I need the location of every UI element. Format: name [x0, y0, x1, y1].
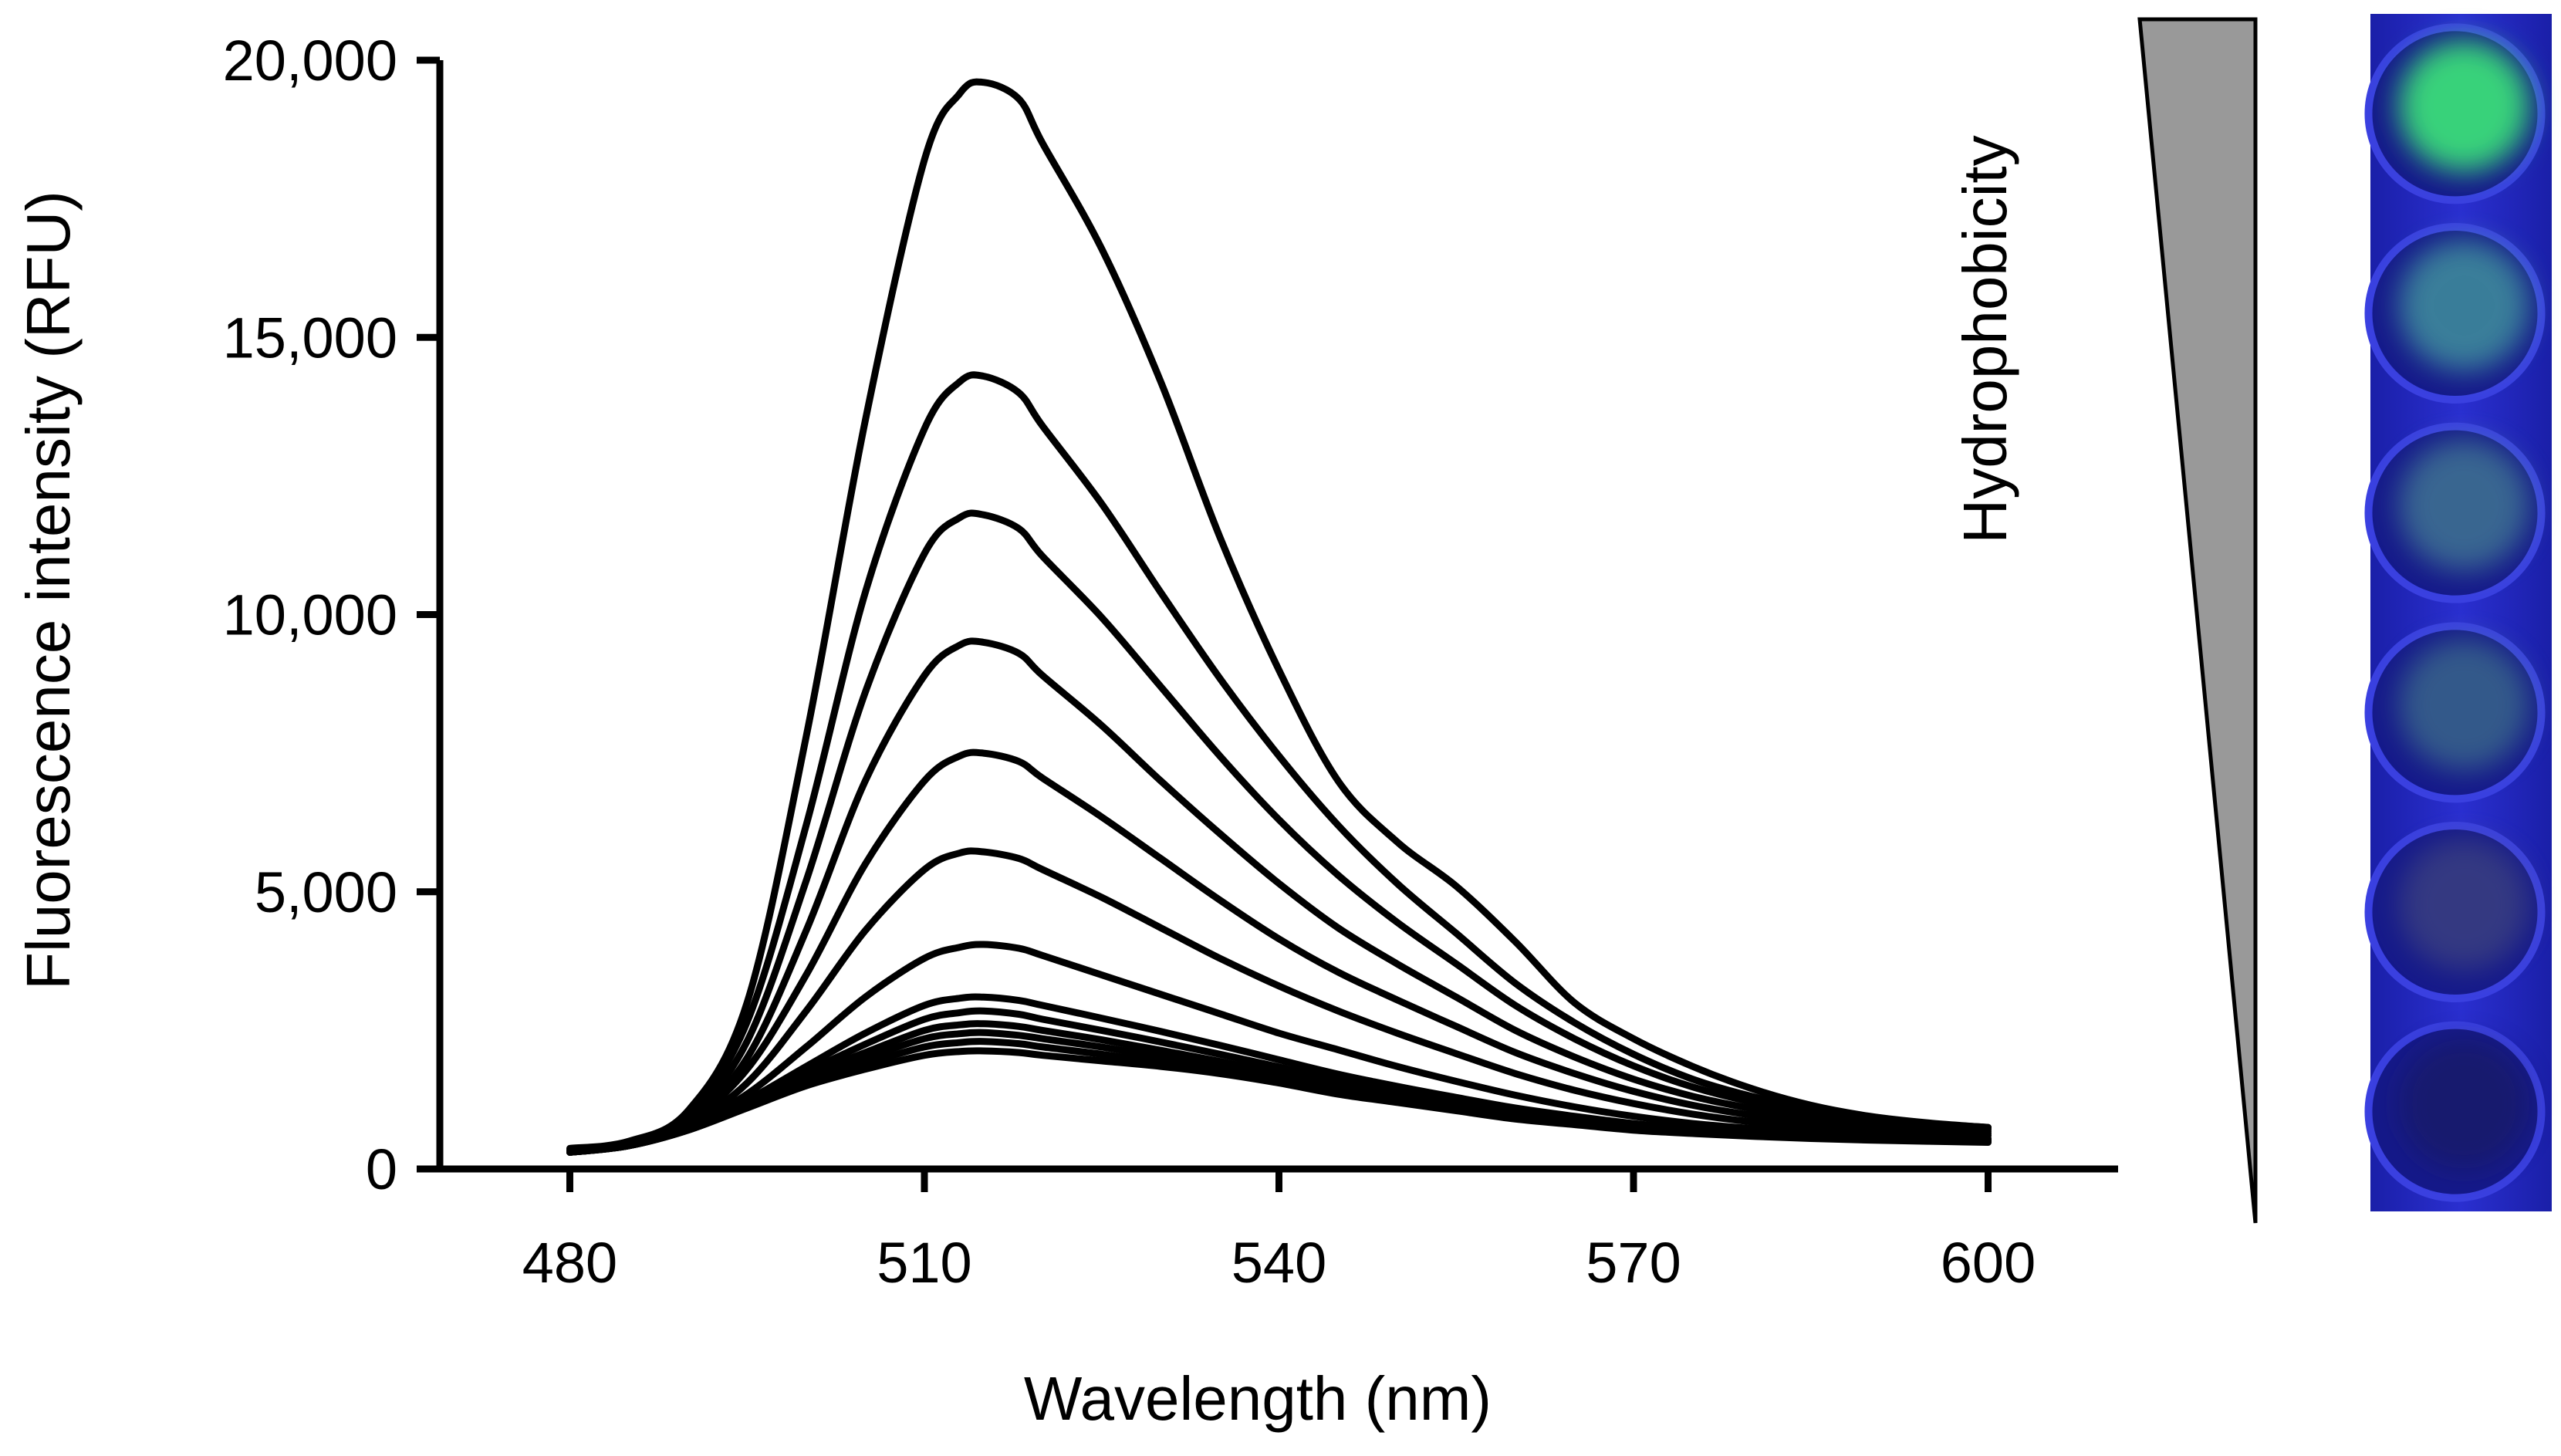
well-strip-background — [2370, 14, 2552, 1211]
y-tick-label: 0 — [366, 1137, 397, 1201]
y-axis-title: Fluorescence intensity (RFU) — [14, 191, 83, 990]
well-fluorescence — [2398, 839, 2530, 970]
spectrum-series-8 — [566, 847, 1992, 1156]
well-fluorescence — [2398, 439, 2530, 571]
spectrum-series-6 — [566, 993, 1992, 1156]
spectrum-chart: 480 510 540 570 600 0 5,000 10,000 15,000 20,000… — [14, 29, 2118, 1433]
y-axis-ticks: 0 5,000 10,000 15,000 20,000 — [223, 29, 440, 1201]
well-plate-photo — [2364, 14, 2552, 1211]
hydrophobicity-label: Hydrophobicity — [1951, 135, 2019, 543]
well-fluorescence — [2398, 1038, 2530, 1170]
well-fluorescence — [2398, 40, 2530, 172]
spectra-lines — [566, 78, 1992, 1156]
well-fluorescence — [2398, 240, 2530, 371]
y-tick-label: 20,000 — [223, 29, 397, 93]
x-tick-label: 570 — [1586, 1231, 1681, 1295]
hydrophobicity-wedge — [2137, 17, 2258, 1224]
spectrum-series-13 — [566, 78, 1992, 1152]
hydrophobicity-indicator: Hydrophobicity — [1951, 17, 2258, 1224]
spectrum-series-9 — [566, 748, 1992, 1155]
spectrum-series-7 — [566, 941, 1992, 1156]
x-axis-ticks: 480 510 540 570 600 — [522, 1169, 2036, 1295]
spectrum-series-11 — [566, 509, 1992, 1154]
well-fluorescence — [2398, 639, 2530, 771]
wells — [2364, 23, 2546, 1202]
x-tick-label: 510 — [877, 1231, 971, 1295]
y-tick-label: 5,000 — [255, 860, 397, 924]
x-axis-title: Wavelength (nm) — [1024, 1364, 1492, 1433]
y-tick-label: 15,000 — [223, 306, 397, 370]
y-tick-label: 10,000 — [223, 583, 397, 647]
spectrum-series-10 — [566, 637, 1992, 1154]
x-tick-label: 540 — [1232, 1231, 1326, 1295]
x-tick-label: 480 — [522, 1231, 617, 1295]
x-tick-label: 600 — [1941, 1231, 2036, 1295]
spectrum-series-12 — [566, 371, 1992, 1154]
